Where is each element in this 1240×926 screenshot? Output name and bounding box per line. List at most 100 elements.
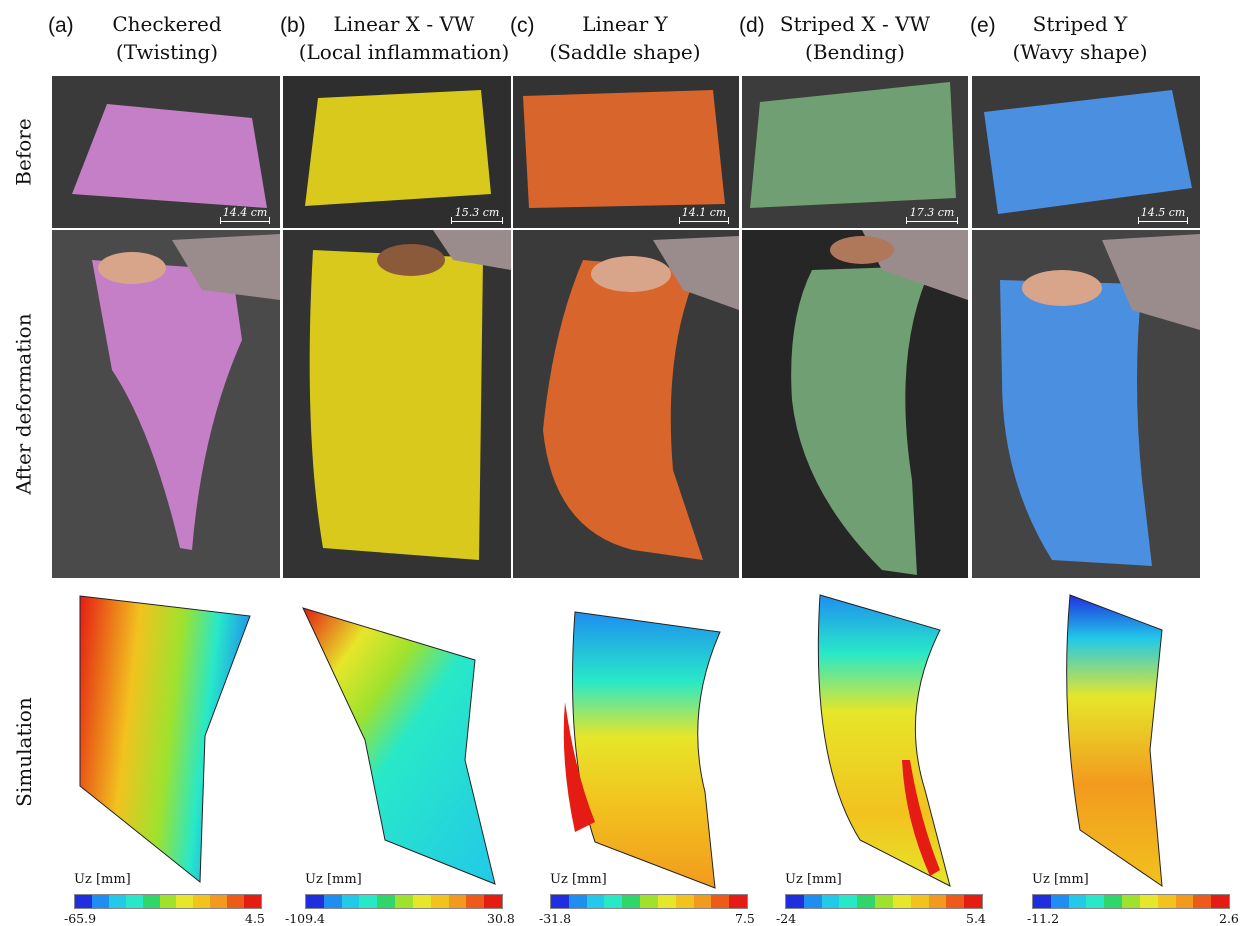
colorbar-segment [1068, 895, 1087, 908]
column-e-letter: (e) [970, 14, 996, 37]
colorbar-segment [640, 895, 658, 908]
after-photo-a [52, 230, 280, 578]
colorbar-segment [176, 895, 194, 908]
colorbar-segment [803, 895, 822, 908]
column-c-title-line2: (Saddle shape) [549, 40, 701, 64]
colorbar-segment [604, 895, 623, 908]
colorbar-segment [1033, 895, 1051, 908]
colorbar-segment [1122, 895, 1140, 908]
before-photo-b [283, 76, 511, 228]
column-c-letter: (c) [510, 14, 535, 37]
colorbar-segment [75, 895, 92, 908]
row-label-before: Before [12, 118, 36, 186]
colorbar-segment [1157, 895, 1176, 908]
colorbar-segment [448, 895, 467, 908]
colorbar-segment [430, 895, 449, 908]
colorbar-c-min: -31.8 [539, 911, 572, 926]
colorbar-segment [377, 895, 396, 908]
scale-bar-c: 14.1 cm [679, 206, 729, 224]
column-c-title-line1: Linear Y [582, 12, 668, 36]
colorbar-segment [711, 895, 730, 908]
column-b-title-line2: (Local inflammation) [298, 40, 510, 64]
colorbar-segment [1086, 895, 1105, 908]
column-d-title-line2: (Bending) [805, 40, 905, 64]
simulation-a [79, 595, 251, 884]
colorbar-segment [323, 895, 342, 908]
colorbar-segment [1211, 895, 1229, 908]
colorbar-segment [946, 895, 965, 908]
scale-bar-e: 14.5 cm [1138, 206, 1188, 224]
row-label-simulation: Simulation [12, 697, 36, 807]
colorbar-segment [910, 895, 929, 908]
colorbar-segment [306, 895, 324, 908]
after-photo-e [972, 230, 1200, 578]
colorbar-segment [586, 895, 605, 908]
uz-label-d: Uz [mm] [785, 872, 842, 887]
colorbar-segment [729, 895, 747, 908]
before-photo-e [972, 76, 1200, 228]
colorbar-b [305, 894, 503, 909]
column-c-title: Linear Y (Saddle shape) [513, 10, 737, 66]
column-b-title: Linear X - VW (Local inflammation) [292, 10, 516, 66]
colorbar-segment [839, 895, 858, 908]
before-photo-d [742, 76, 968, 228]
after-photo-c [513, 230, 739, 578]
simulation-e [1066, 594, 1163, 888]
colorbar-segment [551, 895, 569, 908]
column-e-title-line2: (Wavy shape) [1012, 40, 1148, 64]
uz-label-e: Uz [mm] [1032, 872, 1089, 887]
colorbar-d [785, 894, 983, 909]
column-d-title-line1: Striped X - VW [779, 12, 931, 36]
scale-bar-b: 15.3 cm [451, 206, 503, 224]
colorbar-segment [412, 895, 431, 908]
colorbar-e-max: 2.6 [1219, 911, 1239, 926]
colorbar-segment [928, 895, 947, 908]
colorbar-segment [466, 895, 485, 908]
after-photo-d [742, 230, 968, 578]
colorbar-a-min: -65.9 [64, 911, 97, 926]
colorbar-segment [193, 895, 211, 908]
scale-bar-a: 14.4 cm [220, 206, 270, 224]
simulation-d [817, 594, 951, 887]
colorbar-segment [210, 895, 228, 908]
column-b-title-line1: Linear X - VW [333, 12, 475, 36]
colorbar-d-max: 5.4 [966, 911, 986, 926]
column-d-title: Striped X - VW (Bending) [743, 10, 967, 66]
colorbar-a [74, 894, 262, 909]
colorbar-segment [244, 895, 261, 908]
colorbar-segment [857, 895, 876, 908]
colorbar-segment [892, 895, 911, 908]
colorbar-segment [875, 895, 893, 908]
scale-bar-d: 17.3 cm [906, 206, 958, 224]
column-a-letter: (a) [48, 14, 74, 37]
colorbar-segment [125, 895, 143, 908]
before-photo-a [52, 76, 280, 228]
column-d-letter: (d) [739, 14, 765, 37]
colorbar-b-max: 30.8 [487, 911, 515, 926]
before-photo-c [513, 76, 739, 228]
uz-label-a: Uz [mm] [74, 872, 131, 887]
column-b-letter: (b) [280, 14, 306, 37]
colorbar-c-max: 7.5 [735, 911, 755, 926]
uz-label-c: Uz [mm] [550, 872, 607, 887]
colorbar-segment [1104, 895, 1123, 908]
colorbar-segment [786, 895, 804, 908]
colorbar-segment [821, 895, 840, 908]
column-e-title: Striped Y (Wavy shape) [968, 10, 1192, 66]
colorbar-segment [108, 895, 126, 908]
row-label-after: After deformation [12, 313, 37, 495]
colorbar-segment [568, 895, 587, 908]
colorbar-segment [142, 895, 160, 908]
colorbar-segment [359, 895, 378, 908]
colorbar-segment [675, 895, 694, 908]
colorbar-a-max: 4.5 [245, 911, 265, 926]
colorbar-e-min: -11.2 [1027, 911, 1060, 926]
colorbar-segment [227, 895, 245, 908]
colorbar-segment [1050, 895, 1069, 908]
colorbar-segment [1139, 895, 1158, 908]
colorbar-segment [159, 895, 177, 908]
colorbar-segment [1175, 895, 1194, 908]
simulation-c [563, 611, 721, 889]
colorbar-segment [657, 895, 676, 908]
simulation-b [302, 607, 496, 885]
